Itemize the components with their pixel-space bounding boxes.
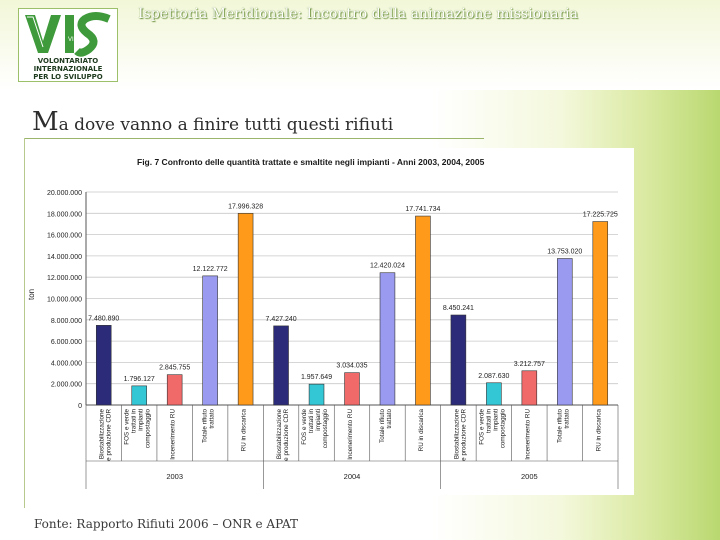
bars: 7.480.890 1.796.127 2.845.755 12.122.772 17.… bbox=[88, 203, 618, 406]
bar-value-label: 1.957.649 bbox=[301, 374, 332, 381]
bar bbox=[344, 372, 360, 406]
category-label: FOS e verdetrattati inimpianticompostagg… bbox=[124, 409, 152, 449]
year-label: 2004 bbox=[344, 472, 361, 481]
bar-value-label: 12.420.024 bbox=[370, 263, 405, 270]
bar bbox=[166, 374, 183, 406]
vis-logo-mark: VIS bbox=[25, 12, 111, 57]
bar-value-label: 1.796.127 bbox=[124, 376, 155, 383]
bar bbox=[273, 325, 289, 406]
bar-value-label: 2.845.755 bbox=[159, 365, 190, 372]
chart-title: Fig. 7 Confronto delle quantità trattate… bbox=[137, 157, 485, 167]
logo-line-2: INTERNAZIONALE bbox=[33, 65, 103, 73]
bar bbox=[450, 314, 467, 406]
bar bbox=[379, 272, 396, 406]
logo-line-1: VOLONTARIATO bbox=[37, 57, 99, 65]
y-axis-label: ton bbox=[28, 289, 36, 300]
category-label: FOS e verdetrattati inimpianticompostagg… bbox=[478, 409, 506, 449]
title-divider bbox=[24, 138, 484, 139]
category-label: Biostabilizzazionee produzione CDR bbox=[99, 409, 113, 461]
bar bbox=[131, 385, 147, 406]
bar bbox=[557, 258, 573, 406]
category-label: Totale rifiutotrattato bbox=[556, 409, 570, 443]
bar bbox=[237, 213, 254, 406]
y-ticks: 0 2.000.000 4.000.000 6.000.000 8.000.000 10.… bbox=[47, 190, 82, 410]
bar-value-label: 7.427.240 bbox=[265, 316, 296, 323]
category-label: RU in discarica bbox=[595, 409, 602, 452]
slide-title: Ma dove vanno a finire tutti questi rifi… bbox=[32, 107, 393, 137]
category-label: Incenerimento RU bbox=[170, 409, 177, 460]
bar bbox=[521, 370, 538, 406]
y-tick-label: 2.000.000 bbox=[51, 382, 82, 389]
category-label: FOS e verdetrattati inimpianticompostagg… bbox=[301, 409, 329, 449]
bar-value-label: 17.996.328 bbox=[228, 203, 263, 210]
bar-value-label: 7.480.890 bbox=[88, 315, 119, 322]
chart-container: Fig. 7 Confronto delle quantità trattate… bbox=[27, 148, 634, 495]
y-tick-label: 0 bbox=[78, 403, 82, 410]
category-label: Biostabilizzazionee produzione CDR bbox=[453, 409, 467, 461]
bar bbox=[308, 383, 325, 406]
category-label: RU in discarica bbox=[418, 409, 425, 452]
slide-title-rest: a dove vanno a finire tutti questi rifiu… bbox=[58, 115, 394, 135]
logo-line-3: PER LO SVILUPPO bbox=[33, 73, 103, 81]
header-title: Ispettoria Meridionale: Incontro della a… bbox=[138, 6, 578, 22]
bar-value-label: 8.450.241 bbox=[443, 305, 474, 312]
bar-value-label: 13.753.020 bbox=[547, 249, 582, 256]
y-tick-label: 16.000.000 bbox=[47, 233, 82, 240]
bar bbox=[95, 325, 112, 406]
category-label: Totale rifiutotrattato bbox=[202, 409, 216, 443]
year-label: 2005 bbox=[521, 472, 538, 481]
bar-value-label: 3.034.035 bbox=[336, 363, 367, 370]
y-tick-label: 6.000.000 bbox=[51, 339, 82, 346]
logo-text: VOLONTARIATO INTERNAZIONALE PER LO SVILU… bbox=[19, 57, 117, 81]
year-label: 2003 bbox=[166, 472, 183, 481]
bar bbox=[415, 215, 431, 406]
bar bbox=[592, 221, 609, 406]
category-label: Incenerimento RU bbox=[347, 409, 354, 460]
logo-acronym: VIS bbox=[68, 37, 78, 43]
bar bbox=[202, 275, 218, 406]
bar bbox=[486, 382, 502, 406]
category-label: RU in discarica bbox=[241, 409, 248, 452]
y-tick-label: 4.000.000 bbox=[51, 360, 82, 367]
left-divider bbox=[24, 138, 25, 508]
bar-value-label: 3.212.757 bbox=[514, 361, 545, 368]
y-tick-label: 18.000.000 bbox=[47, 211, 82, 218]
bar-value-label: 12.122.772 bbox=[193, 266, 228, 273]
y-tick-label: 8.000.000 bbox=[51, 318, 82, 325]
bar-value-label: 17.225.725 bbox=[583, 212, 618, 219]
bar-value-label: 17.741.734 bbox=[405, 206, 440, 213]
header-band bbox=[0, 0, 720, 90]
y-tick-label: 14.000.000 bbox=[47, 254, 82, 261]
y-tick-label: 20.000.000 bbox=[47, 190, 82, 197]
bar-chart: Fig. 7 Confronto delle quantità trattate… bbox=[27, 157, 619, 489]
bar-value-label: 2.087.630 bbox=[478, 373, 509, 380]
y-tick-label: 12.000.000 bbox=[47, 275, 82, 282]
vis-logo: VIS VOLONTARIATO INTERNAZIONALE PER LO S… bbox=[18, 8, 118, 82]
category-label: Incenerimento RU bbox=[524, 409, 531, 460]
x-labels: Biostabilizzazionee produzione CDR FOS e … bbox=[85, 405, 619, 489]
source-footer: Fonte: Rapporto Rifiuti 2006 – ONR e APA… bbox=[34, 517, 299, 531]
category-label: Biostabilizzazionee produzione CDR bbox=[276, 409, 290, 461]
slide-title-cap: M bbox=[32, 107, 59, 137]
y-tick-label: 10.000.000 bbox=[47, 297, 82, 304]
category-label: Totale rifiutotrattato bbox=[379, 409, 393, 443]
